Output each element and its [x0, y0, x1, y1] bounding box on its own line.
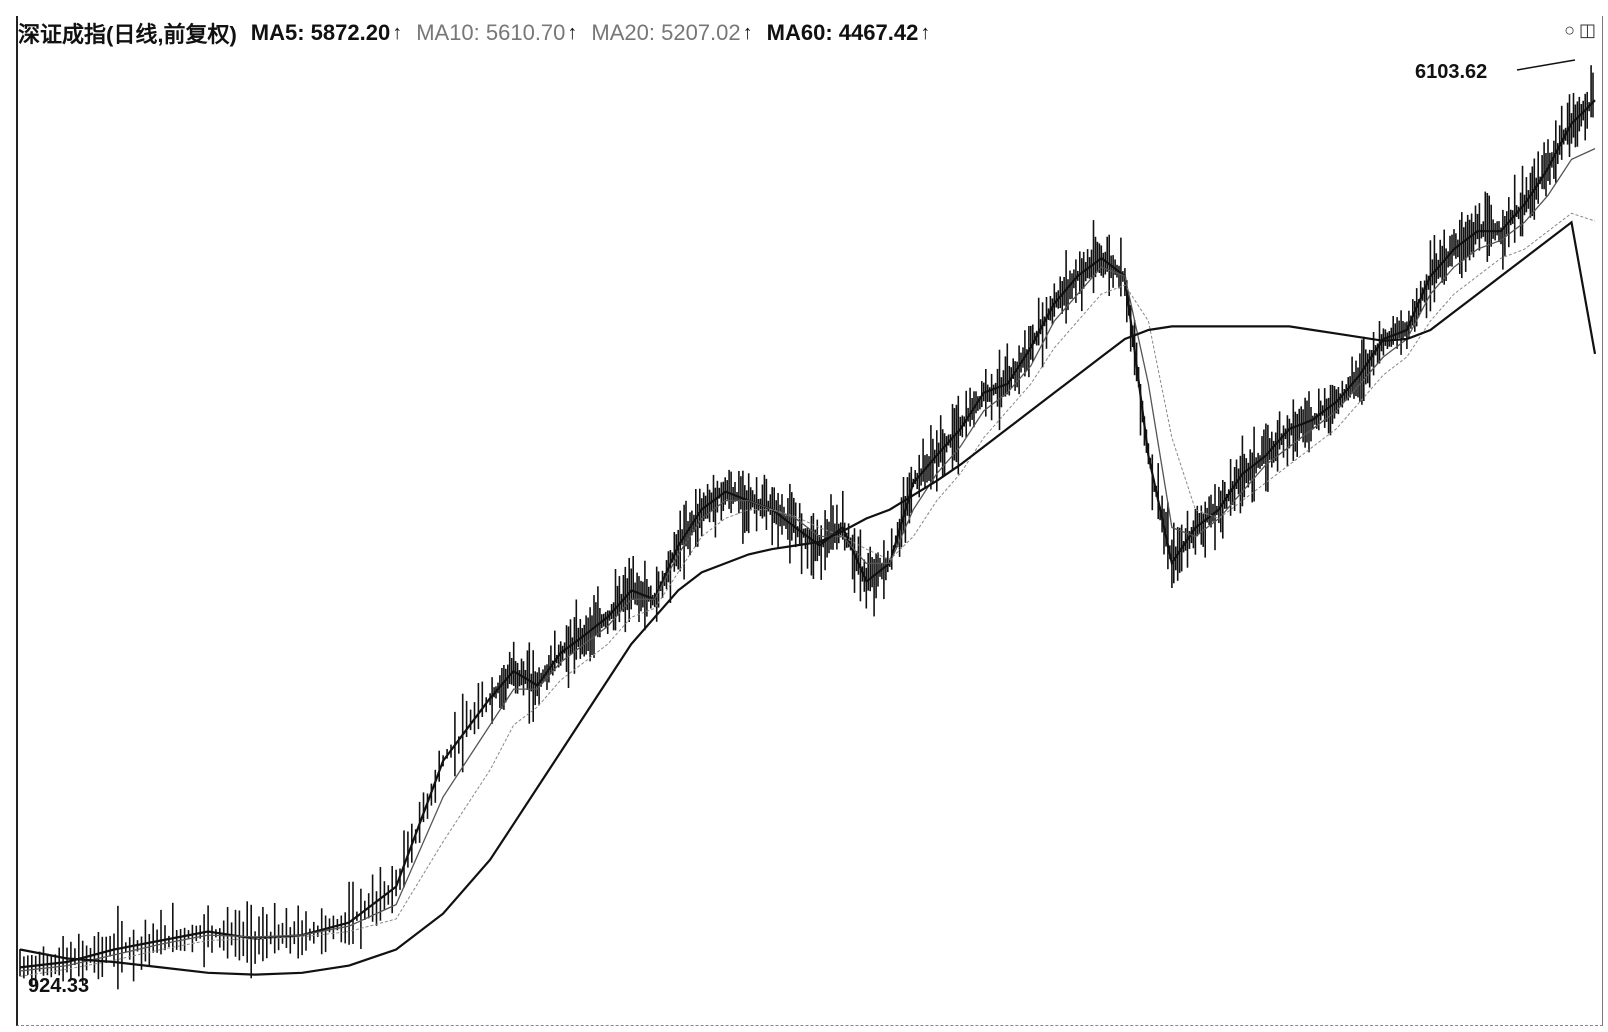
- ma5-up-arrow-icon: ↑: [392, 21, 403, 44]
- ma5-line: [19, 99, 1596, 969]
- chart-frame: [16, 16, 1603, 1026]
- window-icon[interactable]: ◫: [1578, 20, 1596, 40]
- ma5-readout: MA5: 5872.20: [250, 20, 391, 45]
- ma60-up-arrow-icon: ↑: [920, 21, 931, 44]
- high-price-label: 6103.62: [1415, 61, 1487, 83]
- high-price-pointer: [1516, 59, 1576, 71]
- zoom-out-icon[interactable]: ○: [1564, 20, 1575, 40]
- ma60-readout: MA60: 4467.42: [766, 20, 919, 45]
- ma60-line: [19, 220, 1597, 976]
- ma10-line: [19, 148, 1596, 972]
- chart-corner-controls: ○ ◫: [1564, 20, 1596, 41]
- ma20-readout: MA20: 5207.02: [591, 20, 741, 45]
- ma10-readout: MA10: 5610.70: [416, 20, 566, 45]
- index-title: 深证成指(日线,前复权): [18, 22, 237, 47]
- chart-header: 深证成指(日线,前复权) MA5: 5872.20 ↑ MA10: 5610.7…: [18, 18, 930, 48]
- ma10-up-arrow-icon: ↑: [567, 21, 578, 44]
- low-price-label: 924.33: [28, 975, 89, 997]
- ma20-up-arrow-icon: ↑: [742, 21, 753, 44]
- ma20-line: [19, 212, 1596, 977]
